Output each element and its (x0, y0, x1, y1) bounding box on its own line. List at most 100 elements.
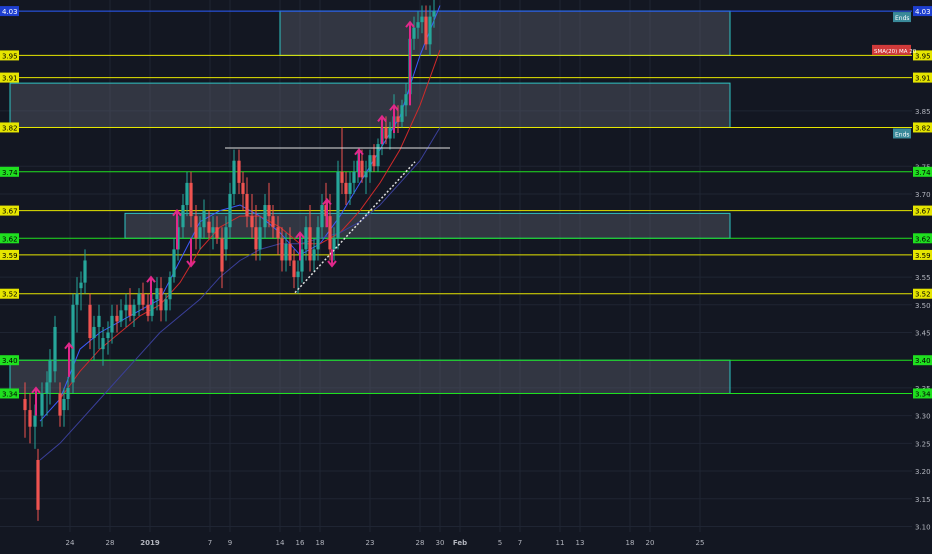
candle (83, 249, 87, 294)
time-tick-label: 11 (556, 539, 565, 547)
up-arrow (172, 208, 182, 250)
arrow-head (172, 208, 182, 217)
candle (304, 216, 308, 261)
candle-body (211, 227, 215, 233)
candle (211, 216, 215, 250)
time-tick-label: 18 (316, 539, 325, 547)
candle-body (376, 144, 380, 167)
candle-body (224, 227, 228, 250)
candle (124, 293, 128, 327)
candle-body (181, 205, 185, 228)
candle (404, 83, 408, 117)
candle-body (400, 105, 404, 122)
candle (53, 315, 57, 383)
candle-body (202, 210, 206, 228)
candle (352, 160, 356, 194)
candle-body (132, 304, 136, 316)
price-level-badge-left (0, 166, 19, 177)
moving-average-line (39, 127, 441, 461)
candle-body (336, 171, 340, 239)
candle-body (271, 216, 275, 228)
candle-body (53, 326, 57, 372)
candle-body (33, 415, 37, 427)
candle-body (146, 304, 150, 316)
price-tick-label: 3.10 (915, 523, 931, 531)
price-level-label: 3.40 (915, 357, 931, 365)
price-tick-label: 3.25 (915, 440, 931, 448)
candle (288, 227, 292, 266)
ma-tag-badge (872, 44, 911, 55)
price-level-badge (913, 6, 932, 17)
candle (198, 216, 202, 250)
price-level-badge (913, 355, 932, 366)
candle (189, 171, 193, 228)
candle-body (150, 299, 154, 316)
candle (284, 232, 288, 272)
candle (58, 382, 62, 427)
candle-body (137, 293, 141, 305)
candle (155, 277, 159, 311)
price-level-label-left: 3.40 (2, 357, 18, 365)
price-level-badge-left (0, 388, 19, 399)
candle (110, 304, 114, 344)
candle (79, 271, 83, 311)
candle-body (164, 299, 168, 311)
moving-average-line (59, 49, 441, 400)
candle (364, 160, 368, 194)
candle-body (250, 216, 254, 228)
price-level-label-left: 4.03 (2, 8, 18, 16)
candle-body (254, 227, 258, 250)
candle (308, 205, 312, 272)
candle (428, 5, 432, 56)
candle-body (284, 243, 288, 261)
candle (220, 227, 224, 289)
candle-body (194, 216, 198, 239)
candle (420, 5, 424, 34)
arrow-head (354, 148, 364, 156)
candle (316, 216, 320, 261)
candle-body (79, 282, 83, 289)
time-tick-label: 25 (696, 539, 705, 547)
candle-body (428, 16, 432, 45)
time-tick-label: 24 (66, 539, 75, 547)
candle (271, 205, 275, 239)
time-tick-label: 28 (416, 539, 425, 547)
candle-body (263, 205, 267, 228)
candle-body (258, 227, 262, 250)
candle (159, 277, 163, 322)
price-level-label-left: 3.34 (2, 390, 18, 398)
down-arrow (186, 238, 196, 268)
time-axis[interactable]: 24 28 2019 7 9 14 16 18 23 28 30 Feb 5 7 11 13 18 20 25 (66, 539, 705, 547)
candle-body (106, 332, 110, 339)
price-axis[interactable]: 3.103.153.203.253.303.353.453.503.553.70… (0, 6, 932, 531)
candle (280, 227, 284, 272)
price-level-label: 3.62 (915, 235, 931, 243)
candle-body (75, 293, 79, 305)
candle-body (328, 216, 332, 250)
candle (164, 293, 168, 322)
tags-layer: Ends Ends SMA(20) MA 20 (872, 12, 917, 139)
price-level-badge-left (0, 72, 19, 83)
candle-body (368, 155, 372, 172)
up-arrow (354, 148, 364, 178)
candle (336, 160, 340, 250)
candle-body (416, 22, 420, 28)
time-tick-label: 20 (646, 539, 655, 547)
candle (232, 149, 236, 206)
candle (48, 349, 52, 405)
arrow-head (327, 260, 337, 268)
candle (412, 16, 416, 50)
candle-body (352, 171, 356, 183)
time-tick-label: 5 (498, 539, 502, 547)
price-level-label: 3.67 (915, 208, 931, 216)
candle-body (115, 315, 119, 322)
candle (128, 288, 132, 322)
candle (132, 299, 136, 327)
candle-body (58, 393, 62, 416)
candle (40, 382, 44, 427)
candle (168, 271, 172, 311)
candle-body (48, 360, 52, 383)
candle-body (23, 399, 27, 411)
candle-body (92, 326, 96, 339)
